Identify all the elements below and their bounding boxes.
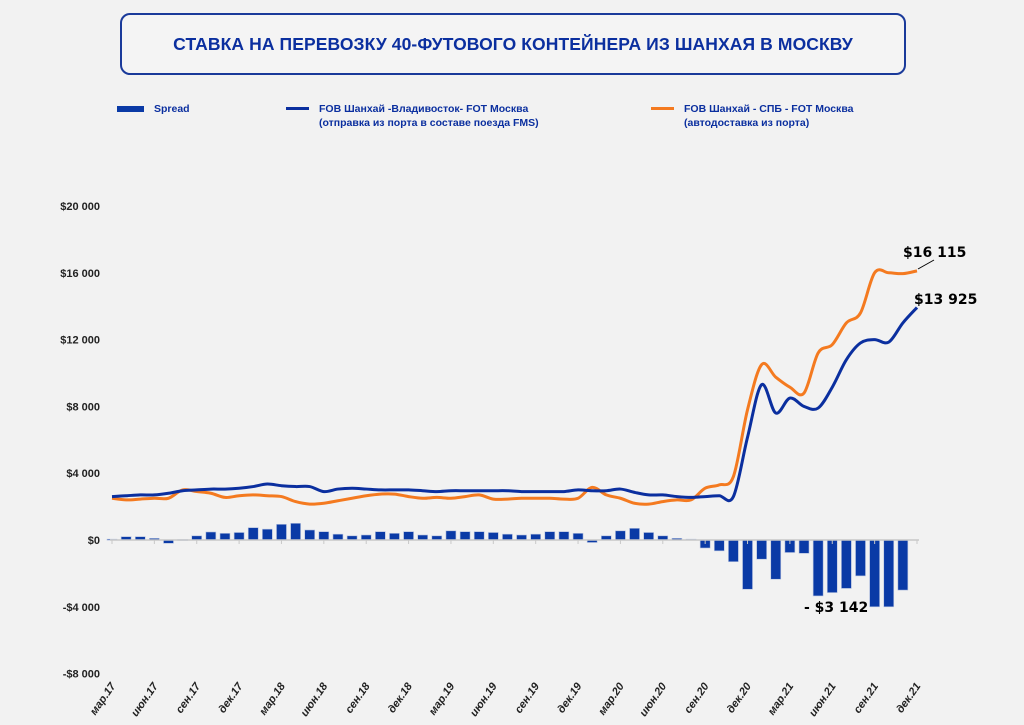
- legend-swatch-spb: [651, 107, 674, 110]
- spread-bar: [615, 530, 626, 541]
- legend-label-vladivostok-line2: (отправка из порта в составе поезда FMS): [319, 117, 539, 129]
- y-tick-label: $4 000: [66, 468, 100, 480]
- spread-bar: [403, 531, 414, 541]
- x-tick-label: июн.17: [129, 680, 161, 719]
- spread-bar: [643, 532, 654, 541]
- spread-bar: [728, 539, 739, 563]
- x-tick-label: сен.19: [513, 680, 543, 716]
- spread-bar: [826, 539, 838, 593]
- x-tick-label: мар.19: [427, 680, 458, 717]
- spread-bar: [488, 532, 499, 541]
- spread-bar: [544, 531, 556, 541]
- spread-bar: [855, 539, 866, 577]
- x-tick-label: дек.17: [216, 680, 246, 715]
- spread-bar: [375, 531, 386, 541]
- spread-bar: [332, 533, 344, 541]
- x-tick-label: мар.17: [88, 680, 119, 717]
- spread-bar: [558, 531, 570, 541]
- legend-label-spb-line2: (автодоставка из порта): [684, 117, 810, 129]
- spread-bars: [106, 522, 909, 608]
- spread-bar: [897, 539, 909, 591]
- legend-item-vladivostok: FOB Шанхай -Владивосток- FOT Москва (отпр…: [286, 102, 539, 130]
- spread-bar: [883, 539, 895, 608]
- x-tick-label: июн.19: [468, 680, 500, 719]
- legend-swatch-vladivostok: [286, 107, 309, 110]
- annotation-spb-last: $16 115: [903, 245, 966, 261]
- spread-bar: [233, 532, 245, 541]
- y-tick-label: -$8 000: [63, 669, 100, 681]
- line-series: [111, 268, 919, 506]
- x-tick-label: июн.18: [299, 680, 331, 719]
- spread-bar: [502, 533, 513, 541]
- x-tick-label: мар.18: [257, 680, 288, 717]
- spb-line: [111, 268, 918, 506]
- spread-bar: [812, 539, 824, 597]
- legend-swatch-spread: [117, 106, 144, 112]
- x-axis: [110, 539, 919, 544]
- spread-bar: [572, 533, 584, 541]
- chart-title: СТАВКА НА ПЕРЕВОЗКУ 40-ФУТОВОГО КОНТЕЙНЕ…: [173, 33, 853, 54]
- chart-title-box: СТАВКА НА ПЕРЕВОЗКУ 40-ФУТОВОГО КОНТЕЙНЕ…: [120, 13, 906, 75]
- y-axis-labels: -$8 000 -$4 000 $0 $4 000 $8 000 $12 000 $16 0…: [60, 201, 100, 681]
- spread-bar: [389, 533, 400, 541]
- x-tick-label: дек.19: [555, 680, 585, 715]
- annotation-leader-line: [917, 259, 935, 270]
- legend-label-spb: FOB Шанхай - СПБ - FOT Москва (автодостав…: [684, 102, 853, 130]
- spread-bar: [770, 539, 782, 580]
- spread-bar: [205, 531, 217, 541]
- spread-bar: [304, 529, 316, 541]
- y-tick-label: $0: [88, 535, 100, 547]
- x-tick-label: июн.21: [807, 681, 839, 719]
- spread-bar: [798, 539, 810, 554]
- legend-item-spb: FOB Шанхай - СПБ - FOT Москва (автодостав…: [651, 102, 853, 130]
- y-tick-label: $8 000: [66, 401, 100, 413]
- y-tick-label: $20 000: [60, 201, 100, 213]
- vladivostok-line: [111, 306, 919, 503]
- x-tick-label: мар.21: [766, 681, 797, 718]
- spread-bar: [417, 534, 429, 541]
- legend-label-spb-line1: FOB Шанхай - СПБ - FOT Москва: [684, 103, 854, 115]
- x-tick-label: сен.18: [343, 680, 373, 716]
- spread-bar: [247, 527, 259, 541]
- spread-bar: [629, 528, 640, 541]
- spread-bar: [742, 539, 753, 590]
- x-tick-label: сен.17: [174, 680, 204, 716]
- annotation-vladivostok-last: $13 925: [914, 292, 977, 308]
- spread-bar: [530, 533, 541, 541]
- x-tick-label: дек.18: [386, 680, 416, 715]
- spread-bar: [290, 522, 301, 541]
- spread-bar: [262, 528, 273, 541]
- spread-bar: [756, 539, 767, 560]
- spread-bar: [318, 531, 330, 541]
- legend-label-spread: Spread: [154, 103, 190, 115]
- legend-label-vladivostok-line1: FOB Шанхай -Владивосток- FOT Москва: [319, 103, 529, 115]
- x-tick-label: сен.21: [852, 681, 881, 716]
- x-tick-label: июн.20: [638, 680, 670, 719]
- spread-bar: [360, 534, 372, 541]
- spread-bar: [841, 539, 852, 589]
- legend-item-spread: Spread: [117, 102, 190, 116]
- y-tick-label: -$4 000: [63, 602, 100, 614]
- x-tick-label: дек.21: [894, 681, 923, 716]
- x-tick-label: сен.20: [682, 680, 712, 716]
- y-tick-label: $12 000: [60, 335, 100, 347]
- spread-bar: [473, 531, 485, 541]
- x-tick-label: дек.20: [725, 680, 755, 715]
- spread-bar: [713, 539, 725, 552]
- x-axis-labels: мар.17 июн.17 сен.17 дек.17 мар.18 июн.18 сен.…: [88, 680, 924, 719]
- spread-bar: [516, 534, 527, 541]
- x-tick-label: мар.20: [596, 680, 627, 717]
- spread-bar: [459, 531, 471, 541]
- spread-bar: [869, 539, 880, 608]
- annotation-spread: - $3 142: [804, 600, 868, 616]
- legend-label-vladivostok: FOB Шанхай -Владивосток- FOT Москва (отпр…: [319, 102, 539, 130]
- spread-bar: [276, 524, 287, 541]
- spread-bar: [219, 533, 231, 541]
- y-tick-label: $16 000: [60, 268, 100, 280]
- spread-bar: [445, 530, 457, 541]
